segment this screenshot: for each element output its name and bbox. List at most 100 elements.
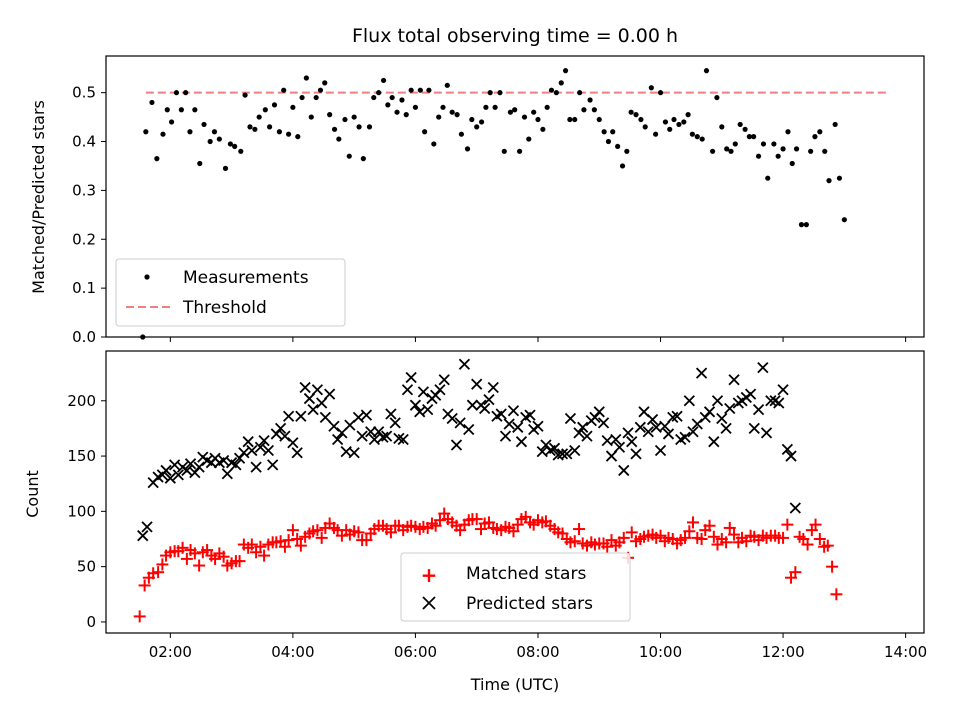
predicted-x-b — [291, 447, 303, 459]
predicted-star-point — [172, 469, 184, 481]
predicted-star-point — [691, 418, 703, 430]
predicted-star-point — [458, 358, 471, 370]
predicted-x-b — [789, 502, 801, 514]
predicted-star-point — [695, 367, 708, 379]
predicted-star-point — [184, 458, 197, 470]
predicted-x-b — [238, 447, 250, 459]
predicted-x-b — [254, 441, 267, 453]
measurement-point — [587, 97, 593, 103]
measurement-point — [699, 136, 705, 142]
measurement-point — [737, 121, 743, 128]
predicted-star-point — [748, 422, 760, 435]
measurement-point — [154, 156, 160, 162]
measurement-point — [581, 107, 587, 113]
predicted-star-point — [503, 418, 515, 430]
predicted-star-point — [368, 433, 381, 446]
predicted-star-point — [577, 421, 589, 433]
measurement-point — [173, 90, 180, 96]
predicted-star-point — [319, 411, 331, 423]
measurement-point — [710, 148, 716, 154]
measurement-point — [376, 90, 382, 96]
predicted-star-point — [414, 406, 426, 418]
predicted-star-point — [564, 412, 577, 425]
measurement-point — [681, 119, 687, 125]
predicted-star-point — [593, 406, 605, 418]
legend-marker-matched: + — [421, 563, 438, 587]
measurement-point — [507, 109, 514, 115]
bottom-y-tick-label: 0 — [86, 613, 96, 631]
matched-star-point — [777, 531, 790, 544]
measurement-point — [313, 94, 319, 101]
predicted-x-b — [471, 378, 483, 390]
predicted-x-b — [463, 423, 475, 436]
predicted-x-b — [483, 394, 495, 406]
measurement-point — [408, 87, 414, 93]
predicted-x-b — [168, 459, 181, 471]
measurement-point — [667, 126, 673, 132]
predicted-x-b — [377, 431, 389, 443]
predicted-star-point — [434, 384, 446, 396]
matched-star-point — [156, 558, 169, 571]
bottom-legend-box — [400, 552, 631, 622]
measurement-point — [322, 80, 328, 86]
legend-label-measurements: Measurements — [183, 268, 309, 288]
predicted-x-b — [434, 384, 446, 396]
predicted-x-b — [356, 430, 368, 442]
measurement-point — [657, 90, 664, 96]
predicted-x-b — [785, 450, 797, 462]
predicted-star-point — [454, 417, 466, 429]
predicted-star-point — [282, 410, 295, 422]
predicted-star-point — [716, 412, 728, 425]
predicted-star-point — [556, 448, 569, 460]
measurement-point — [444, 82, 450, 88]
bottom-y-tick-label: 200 — [67, 392, 96, 410]
matched-star-point — [152, 566, 165, 579]
measurement-point — [596, 116, 602, 123]
measurement-point — [793, 146, 800, 152]
measurement-point — [719, 124, 725, 130]
measurement-point — [303, 75, 309, 81]
measurement-point — [403, 112, 409, 118]
measurement-point — [207, 138, 213, 145]
bottom-legend: + Matched stars Predicted stars — [400, 552, 631, 622]
predicted-x-b — [515, 436, 528, 448]
predicted-x-b — [141, 521, 153, 533]
legend-label-predicted: Predicted stars — [466, 594, 593, 614]
predicted-x-b — [242, 436, 254, 448]
measurement-point — [624, 148, 630, 154]
measurement-point — [544, 104, 550, 110]
matched-star-point — [176, 541, 189, 554]
predicted-star-point — [687, 426, 699, 438]
matched-star-point — [258, 549, 271, 562]
top-y-axis-label: Matched/Predicted stars — [29, 100, 48, 294]
predicted-x-b — [593, 406, 605, 418]
predicted-star-point — [626, 436, 638, 448]
measurement-point — [535, 116, 541, 123]
predicted-x-b — [221, 468, 233, 480]
predicted-star-point — [471, 378, 483, 390]
predicted-star-point — [548, 442, 561, 454]
predicted-x-b — [769, 395, 781, 407]
predicted-star-point — [642, 426, 654, 438]
predicted-x-b — [703, 406, 716, 418]
measurement-point — [501, 148, 507, 154]
predicted-x-b — [536, 445, 548, 458]
measurement-point — [360, 156, 366, 162]
predicted-star-point — [581, 430, 593, 442]
predicted-x-b — [752, 403, 765, 416]
predicted-x-b — [389, 417, 401, 429]
legend-marker-measurements — [144, 274, 150, 280]
predicted-x-b — [450, 439, 463, 451]
predicted-star-point — [760, 427, 773, 439]
predicted-x-b — [626, 436, 638, 448]
measurement-point — [516, 148, 523, 154]
measurement-point — [464, 146, 471, 152]
measurement-point — [474, 124, 480, 130]
matched-star-point — [813, 533, 826, 545]
top-plot-frame — [105, 55, 925, 338]
measurement-point — [342, 116, 348, 123]
measurement-point — [232, 143, 238, 150]
predicted-star-point — [385, 408, 397, 420]
matched-star-point — [384, 526, 397, 539]
